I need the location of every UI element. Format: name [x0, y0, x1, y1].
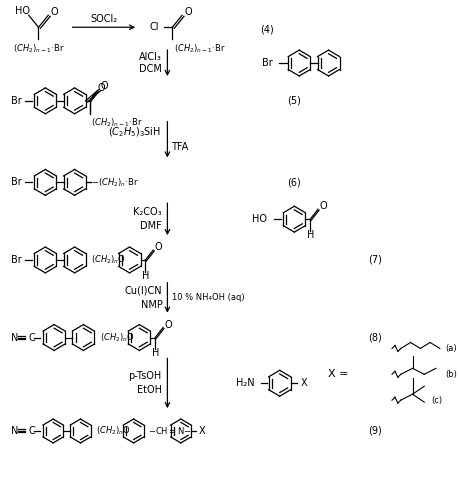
Text: 10 % NH₄OH (aq): 10 % NH₄OH (aq): [172, 293, 244, 302]
Text: (4): (4): [260, 24, 273, 34]
Text: H: H: [306, 230, 313, 240]
Text: Cu(I)CN: Cu(I)CN: [125, 286, 162, 296]
Text: DCM: DCM: [138, 64, 161, 74]
Text: N: N: [11, 332, 18, 342]
Text: $(CH_2)_{n-1}$·Br: $(CH_2)_{n-1}$·Br: [174, 43, 225, 56]
Text: $(C_2H_5)_3$SiH: $(C_2H_5)_3$SiH: [108, 126, 161, 140]
Text: H: H: [141, 271, 149, 281]
Text: O: O: [100, 81, 108, 91]
Text: (6): (6): [287, 178, 301, 188]
Text: Br: Br: [11, 255, 22, 265]
Text: Br: Br: [11, 96, 22, 106]
Text: $(CH_2)_{n-1}$·Br: $(CH_2)_{n-1}$·Br: [91, 116, 143, 129]
Text: H: H: [151, 348, 158, 358]
Text: HO: HO: [252, 214, 266, 224]
Text: N: N: [11, 426, 18, 436]
Text: SOCl₂: SOCl₂: [90, 14, 117, 24]
Text: H₂N: H₂N: [235, 378, 254, 388]
Text: Br: Br: [262, 58, 272, 68]
Text: O: O: [164, 320, 171, 330]
Text: AlCl₃: AlCl₃: [138, 52, 161, 62]
Text: (b): (b): [445, 370, 457, 379]
Text: X =: X =: [327, 370, 347, 380]
Text: X: X: [300, 378, 307, 388]
Text: C: C: [28, 332, 35, 342]
Text: C: C: [28, 426, 35, 436]
Text: $(CH_2)_n$O: $(CH_2)_n$O: [96, 424, 131, 437]
Text: (8): (8): [368, 332, 381, 342]
Text: Cl: Cl: [149, 22, 158, 32]
Text: (a): (a): [445, 344, 456, 353]
Text: (9): (9): [368, 426, 381, 436]
Text: $(CH_2)_{n-1}$·Br: $(CH_2)_{n-1}$·Br: [13, 43, 64, 56]
Text: $(CH_2)_n$O: $(CH_2)_n$O: [91, 254, 126, 266]
Text: (7): (7): [368, 255, 381, 265]
Text: (c): (c): [430, 396, 441, 404]
Text: O: O: [184, 8, 191, 18]
Text: NMP: NMP: [140, 300, 162, 310]
Text: O: O: [154, 242, 162, 252]
Text: $-$CH$=$N$-$: $-$CH$=$N$-$: [147, 426, 191, 436]
Text: (5): (5): [287, 96, 301, 106]
Text: K₂CO₃: K₂CO₃: [133, 207, 161, 217]
Text: $-(CH_2)_n$·Br: $-(CH_2)_n$·Br: [91, 176, 139, 188]
Text: p-TsOH: p-TsOH: [128, 372, 161, 382]
Text: Br: Br: [11, 178, 22, 188]
Text: O: O: [97, 83, 105, 93]
Text: EtOH: EtOH: [136, 385, 161, 395]
Text: X: X: [198, 426, 205, 436]
Text: DMF: DMF: [140, 221, 161, 231]
Text: TFA: TFA: [171, 142, 188, 152]
Text: O: O: [50, 8, 58, 18]
Text: $(CH_2)_n$O: $(CH_2)_n$O: [100, 332, 135, 344]
Text: HO: HO: [15, 6, 30, 16]
Text: O: O: [319, 201, 326, 211]
